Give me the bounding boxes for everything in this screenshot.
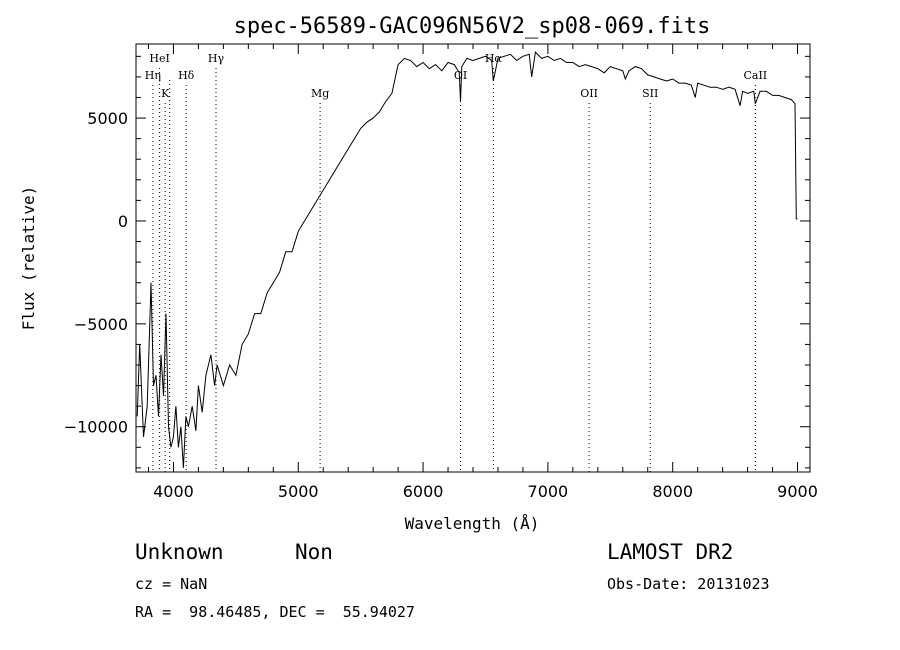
spectral-line-label: K <box>161 87 170 100</box>
object-subclass: Non <box>295 540 333 564</box>
spectral-line-label: SII <box>642 87 658 100</box>
x-tick-label: 8000 <box>652 482 693 501</box>
x-tick-label: 9000 <box>777 482 818 501</box>
plot-frame <box>135 43 811 473</box>
x-axis-ticks: 4000 5000 6000 7000 8000 9000 <box>147 44 818 501</box>
x-tick-label: 7000 <box>528 482 569 501</box>
spectral-line-label: Hα <box>485 52 503 65</box>
spectral-line-label: OI <box>454 69 467 82</box>
spectral-line-label: HeI <box>149 52 169 65</box>
spectral-line-label: Hη <box>145 69 161 82</box>
coordinates: RA = 98.46485, DEC = 55.94027 <box>135 603 415 621</box>
x-tick-label: 6000 <box>403 482 444 501</box>
x-tick-label: 5000 <box>278 482 319 501</box>
y-tick-label: −5000 <box>74 315 128 334</box>
spectral-line-label: Mg <box>311 87 329 100</box>
y-tick-label: 0 <box>118 212 128 231</box>
y-tick-label: −10000 <box>64 418 128 437</box>
y-tick-label: 5000 <box>87 109 128 128</box>
spectral-line-label: Hδ <box>178 69 195 82</box>
spectral-line-label: OII <box>580 87 598 100</box>
x-tick-label: 4000 <box>153 482 194 501</box>
cz-value: cz = NaN <box>135 575 208 593</box>
survey-name: LAMOST DR2 <box>607 540 734 564</box>
y-axis-label: Flux (relative) <box>19 186 38 331</box>
spectral-line-markers <box>152 68 756 472</box>
spectrum-curve <box>136 51 798 468</box>
chart-title: spec-56589-GAC096N56V2_sp08-069.fits <box>234 14 711 39</box>
y-axis-ticks: −10000 −5000 0 5000 <box>64 55 810 469</box>
object-class: Unknown <box>135 540 224 564</box>
spectral-line-label: CaII <box>743 69 767 82</box>
x-axis-label: Wavelength (Å) <box>405 514 540 533</box>
spectral-line-label: Hγ <box>208 52 225 65</box>
spectral-line-labels: HeI Hη Hδ Hγ K Mg OI Hα OII SII CaII <box>145 52 767 100</box>
obs-date: Obs-Date: 20131023 <box>607 575 770 593</box>
